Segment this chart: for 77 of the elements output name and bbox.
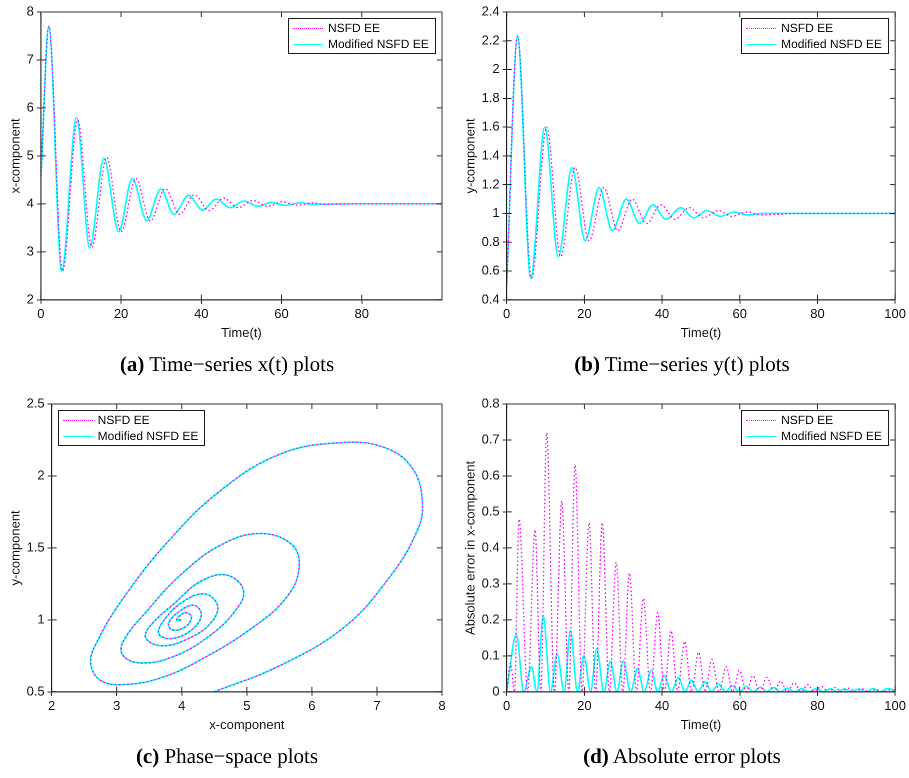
y-tick-label: 6	[26, 100, 34, 115]
y-tick-label: 2.5	[26, 396, 45, 411]
x-tick-label: 20	[577, 698, 592, 714]
legend-label: NSFD EE	[98, 413, 150, 427]
x-tick-label: 100	[884, 698, 906, 714]
x-tick-label: 40	[654, 698, 670, 714]
y-tick-label: 2	[492, 61, 500, 76]
y-tick-label: 1.2	[482, 176, 500, 192]
x-tick-label: 80	[810, 698, 825, 714]
y-axis-title: x-component	[7, 118, 22, 194]
legend-label: NSFD EE	[781, 413, 834, 427]
text: (b) Time−series y(t) plots	[573, 352, 791, 377]
x-tick-label: 3	[113, 698, 120, 714]
y-tick-label: 0.5	[482, 504, 500, 519]
y-tick-label: 0.4	[482, 539, 500, 554]
x-tick-label: 80	[810, 306, 825, 322]
x-tick-label: 4	[178, 698, 186, 714]
text: (d) Absolute error plots	[582, 744, 782, 769]
y-tick-label: 0.3	[482, 575, 500, 590]
x-tick-label: 8	[438, 698, 446, 714]
y-tick-label: 1.4	[482, 147, 500, 162]
line-series	[40, 26, 442, 272]
y-tick-label: 4	[26, 195, 34, 210]
x-tick-label: 60	[732, 306, 747, 322]
legend-label: NSFD EE	[781, 21, 834, 35]
legend-label: NSFD EE	[328, 21, 380, 35]
y-tick-label: 1	[492, 205, 500, 220]
legend-label: Modified NSFD EE	[328, 37, 429, 51]
x-tick-label: 40	[194, 306, 209, 322]
x-axis-title: Time(t)	[680, 716, 722, 732]
y-tick-label: 0.1	[482, 647, 500, 662]
x-tick-label: 7	[373, 698, 381, 714]
y-tick-label: 0.8	[482, 234, 500, 249]
x-axis-title: Time(t)	[680, 324, 722, 340]
x-tick-label: 6	[308, 698, 316, 714]
x-tick-label: 40	[654, 306, 670, 322]
y-tick-label: 8	[26, 4, 34, 19]
text: (a) Time−series x(t) plots	[118, 352, 336, 377]
x-tick-label: 20	[577, 306, 592, 322]
x-tick-label: 0	[503, 698, 510, 714]
x-tick-label: 100	[884, 306, 906, 322]
y-tick-label: 1.5	[26, 539, 45, 554]
y-tick-label: 0.4	[482, 291, 500, 306]
y-tick-label: 2.2	[482, 32, 500, 48]
y-axis-title: y-component	[7, 510, 22, 586]
x-tick-label: 80	[354, 306, 369, 322]
legend-label: Modified NSFD EE	[98, 429, 198, 443]
y-tick-label: 0.8	[482, 396, 500, 411]
x-axis-title: Time(t)	[221, 324, 262, 340]
y-tick-label: 2	[37, 468, 45, 483]
y-tick-label: 0	[492, 683, 500, 698]
y-tick-label: 0.2	[482, 611, 500, 626]
x-tick-label: 60	[274, 306, 289, 322]
x-tick-label: 5	[243, 698, 250, 714]
y-tick-label: 2.4	[482, 4, 500, 19]
y-tick-label: 0.6	[482, 468, 500, 483]
y-tick-label: 0.5	[26, 683, 45, 698]
legend-label: Modified NSFD EE	[781, 429, 882, 443]
y-tick-label: 0.6	[482, 262, 500, 278]
y-tick-label: 1.6	[482, 118, 500, 134]
y-tick-label: 5	[26, 147, 34, 162]
legend-label: Modified NSFD EE	[781, 37, 882, 51]
x-axis-title: x-component	[209, 716, 285, 732]
y-tick-label: 0.7	[482, 432, 500, 447]
line-series	[506, 36, 896, 286]
y-tick-label: 7	[26, 52, 34, 67]
text: (c) Phase−space plots	[134, 744, 320, 769]
y-tick-label: 1.8	[482, 90, 500, 105]
y-axis-title: Absolute error in x-component	[462, 460, 478, 635]
y-tick-label: 3	[26, 243, 34, 258]
x-tick-label: 0	[503, 306, 510, 322]
y-tick-label: 1	[37, 611, 45, 626]
x-tick-label: 20	[114, 306, 128, 322]
y-axis-title: y-component	[462, 118, 478, 194]
x-tick-label: 2	[48, 698, 56, 714]
y-tick-label: 2	[26, 291, 34, 306]
x-tick-label: 60	[732, 698, 747, 714]
